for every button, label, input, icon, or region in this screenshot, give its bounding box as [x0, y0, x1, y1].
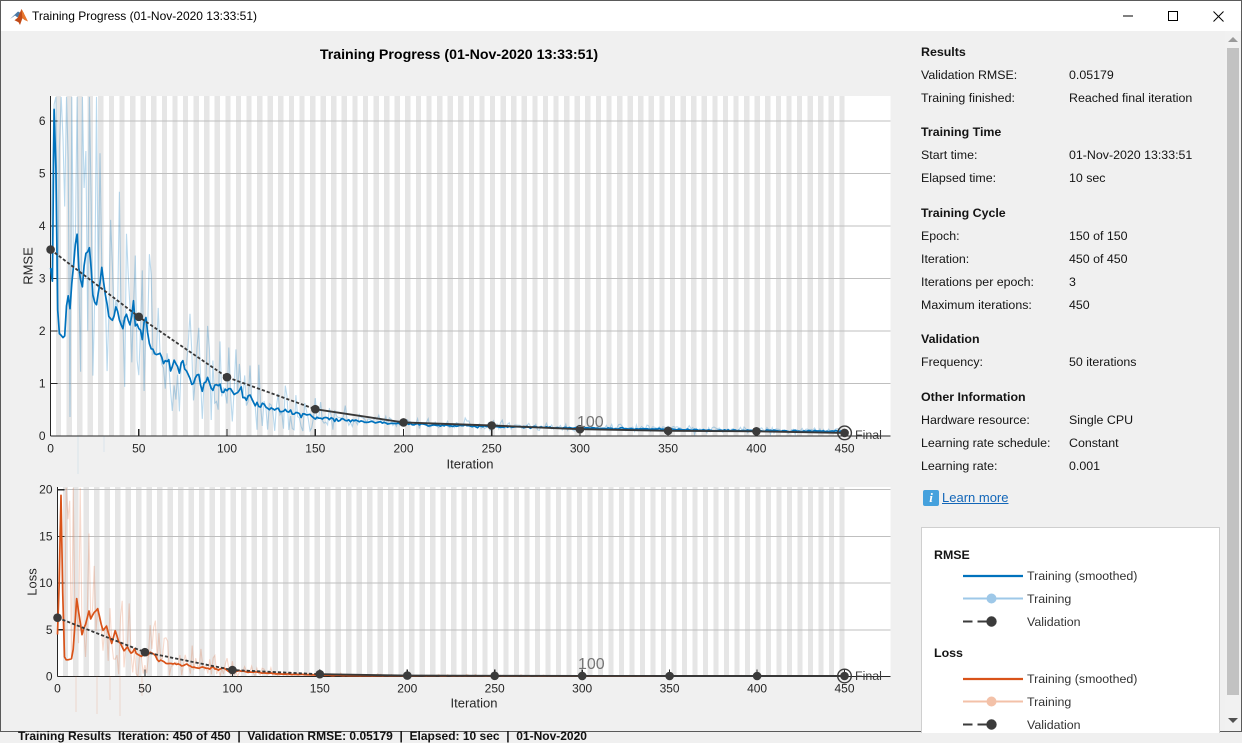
- svg-text:3: 3: [39, 272, 46, 286]
- svg-text:Loss: Loss: [25, 568, 40, 596]
- svg-text:100: 100: [577, 414, 604, 431]
- svg-text:15: 15: [39, 529, 53, 543]
- svg-text:20: 20: [39, 483, 53, 497]
- svg-text:6: 6: [39, 114, 46, 128]
- svg-text:0: 0: [47, 442, 54, 456]
- svg-text:4: 4: [39, 219, 46, 233]
- svg-text:50: 50: [132, 442, 146, 456]
- svg-text:Iteration: Iteration: [447, 457, 494, 472]
- svg-text:450: 450: [835, 442, 855, 456]
- svg-text:RMSE: RMSE: [21, 247, 36, 285]
- svg-text:1: 1: [39, 377, 46, 391]
- svg-text:0: 0: [39, 429, 46, 443]
- svg-text:200: 200: [397, 682, 417, 696]
- svg-text:400: 400: [746, 442, 766, 456]
- svg-text:0: 0: [46, 670, 53, 684]
- svg-text:100: 100: [578, 656, 605, 673]
- svg-text:100: 100: [222, 682, 242, 696]
- svg-text:150: 150: [305, 442, 325, 456]
- svg-text:200: 200: [393, 442, 413, 456]
- svg-text:350: 350: [660, 682, 680, 696]
- svg-text:5: 5: [39, 167, 46, 181]
- svg-text:250: 250: [482, 442, 502, 456]
- svg-text:450: 450: [834, 682, 854, 696]
- svg-text:100: 100: [217, 442, 237, 456]
- svg-text:Final: Final: [855, 428, 882, 442]
- svg-text:10: 10: [39, 576, 53, 590]
- svg-text:50: 50: [138, 682, 152, 696]
- svg-text:150: 150: [310, 682, 330, 696]
- svg-text:0: 0: [54, 682, 61, 696]
- svg-text:300: 300: [570, 442, 590, 456]
- svg-text:Iteration: Iteration: [451, 696, 498, 711]
- svg-text:Final: Final: [855, 669, 882, 683]
- svg-text:350: 350: [658, 442, 678, 456]
- svg-text:5: 5: [46, 623, 53, 637]
- svg-text:2: 2: [39, 324, 46, 338]
- svg-text:250: 250: [485, 682, 505, 696]
- svg-text:300: 300: [572, 682, 592, 696]
- svg-text:400: 400: [747, 682, 767, 696]
